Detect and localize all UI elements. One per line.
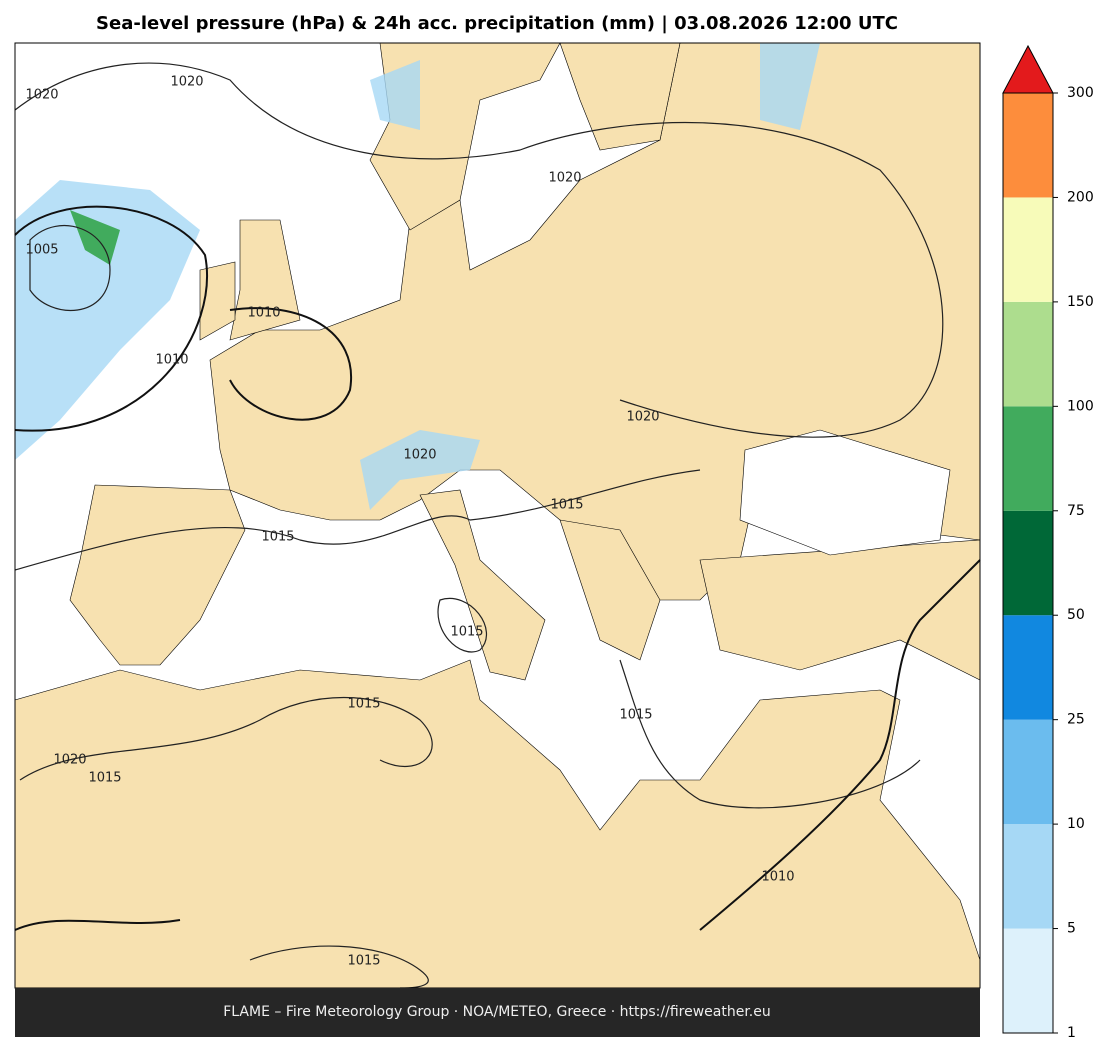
land bbox=[14, 659, 981, 989]
isobar bbox=[14, 62, 944, 438]
colorbar-box bbox=[1003, 301, 1053, 407]
contour-label: 1010 bbox=[247, 306, 280, 321]
contour-label: 1020 bbox=[25, 88, 58, 103]
title: Sea-level pressure (hPa) & 24h acc. prec… bbox=[96, 13, 898, 34]
contour-label: 1020 bbox=[548, 171, 581, 186]
contour-label: 1020 bbox=[170, 75, 203, 90]
colorbar-tick-label: 25 bbox=[1067, 712, 1085, 728]
colorbar-extend bbox=[1002, 44, 1054, 94]
contour-label: 1015 bbox=[550, 498, 583, 513]
colorbar-tick-label: 200 bbox=[1067, 189, 1094, 205]
colorbar-box bbox=[1003, 93, 1053, 198]
colorbar-tick-label: 50 bbox=[1067, 607, 1085, 623]
isobar bbox=[437, 597, 487, 653]
colorbar-tick-label: 75 bbox=[1067, 503, 1085, 519]
colorbar-box bbox=[1003, 615, 1053, 720]
contour-label: 1015 bbox=[347, 697, 380, 712]
isobar bbox=[249, 945, 429, 989]
colorbar-tick-label: 150 bbox=[1067, 294, 1094, 310]
colorbar-box bbox=[1003, 719, 1053, 825]
contour-label: 1015 bbox=[88, 771, 121, 786]
colorbar-box bbox=[1003, 928, 1053, 1033]
isobar bbox=[619, 659, 921, 809]
isobar bbox=[14, 469, 701, 571]
precipitation bbox=[370, 60, 420, 130]
contour-label: 1010 bbox=[761, 870, 794, 885]
colorbar-box bbox=[1003, 824, 1053, 929]
colorbar-tick-label: 300 bbox=[1067, 85, 1094, 101]
contour-label: 1015 bbox=[347, 954, 380, 969]
isobar bbox=[19, 696, 433, 781]
contour-labels: 1020102010051010101010201020102010151015… bbox=[25, 75, 794, 969]
map: 1020102010051010101010201020102010151015… bbox=[14, 42, 981, 989]
colorbar-box bbox=[1003, 510, 1053, 616]
isobar bbox=[14, 919, 181, 931]
land bbox=[69, 484, 246, 666]
precipitation bbox=[760, 43, 820, 130]
footer-bar bbox=[15, 988, 980, 1037]
colorbar-tick-label: 5 bbox=[1067, 921, 1076, 937]
contour-label: 1020 bbox=[626, 410, 659, 425]
contour-label: 1015 bbox=[261, 530, 294, 545]
colorbar-frame bbox=[1002, 92, 1054, 1034]
isobar bbox=[14, 205, 208, 432]
isobar bbox=[229, 307, 353, 421]
land bbox=[559, 519, 661, 661]
contour-label: 1020 bbox=[403, 448, 436, 463]
contour-label: 1005 bbox=[25, 243, 58, 258]
colorbar-tick-label: 10 bbox=[1067, 816, 1085, 832]
colorbar-tick-label: 100 bbox=[1067, 398, 1094, 414]
isobar bbox=[699, 559, 981, 931]
colorbar-box bbox=[1003, 406, 1053, 511]
precipitation bbox=[15, 180, 200, 460]
contour-label: 1015 bbox=[619, 708, 652, 723]
black-sea bbox=[739, 429, 951, 556]
contour-label: 1010 bbox=[155, 353, 188, 368]
colorbar-tick-label: 1 bbox=[1067, 1025, 1076, 1041]
contour-label: 1015 bbox=[450, 625, 483, 640]
isobar bbox=[29, 224, 111, 312]
colorbar: 1 5 10 25 50 75 100 150 200 300 bbox=[1002, 44, 1094, 1041]
precipitation bbox=[360, 430, 480, 510]
land bbox=[419, 489, 546, 681]
colorbar-box bbox=[1003, 197, 1053, 302]
footer: FLAME – Fire Meteorology Group · NOA/MET… bbox=[223, 1004, 771, 1020]
contour-label: 1020 bbox=[53, 753, 86, 768]
